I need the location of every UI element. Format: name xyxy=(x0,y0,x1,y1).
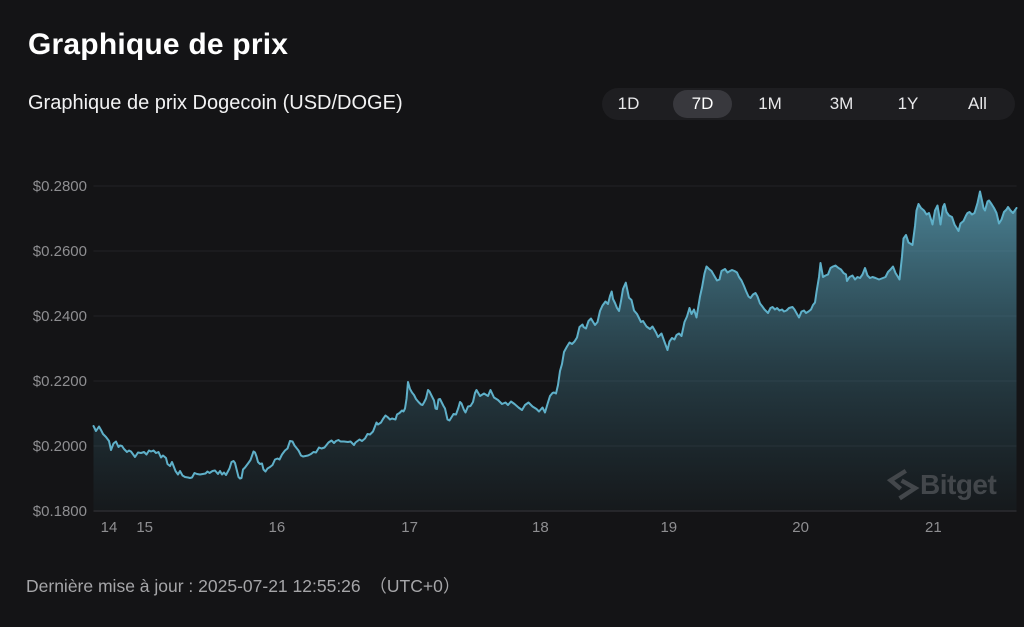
svg-text:15: 15 xyxy=(136,519,153,536)
svg-text:18: 18 xyxy=(532,519,549,536)
svg-text:$0.2800: $0.2800 xyxy=(33,178,87,195)
svg-text:$0.1800: $0.1800 xyxy=(33,503,87,520)
svg-text:$0.2400: $0.2400 xyxy=(33,308,87,325)
svg-text:21: 21 xyxy=(925,519,942,536)
svg-text:$0.2000: $0.2000 xyxy=(33,438,87,455)
svg-text:17: 17 xyxy=(401,519,418,536)
svg-text:16: 16 xyxy=(269,519,286,536)
svg-text:Bitget: Bitget xyxy=(920,469,997,500)
svg-text:$0.2600: $0.2600 xyxy=(33,243,87,260)
svg-text:20: 20 xyxy=(792,519,809,536)
svg-text:19: 19 xyxy=(660,519,677,536)
svg-text:14: 14 xyxy=(101,519,118,536)
svg-text:$0.2200: $0.2200 xyxy=(33,373,87,390)
